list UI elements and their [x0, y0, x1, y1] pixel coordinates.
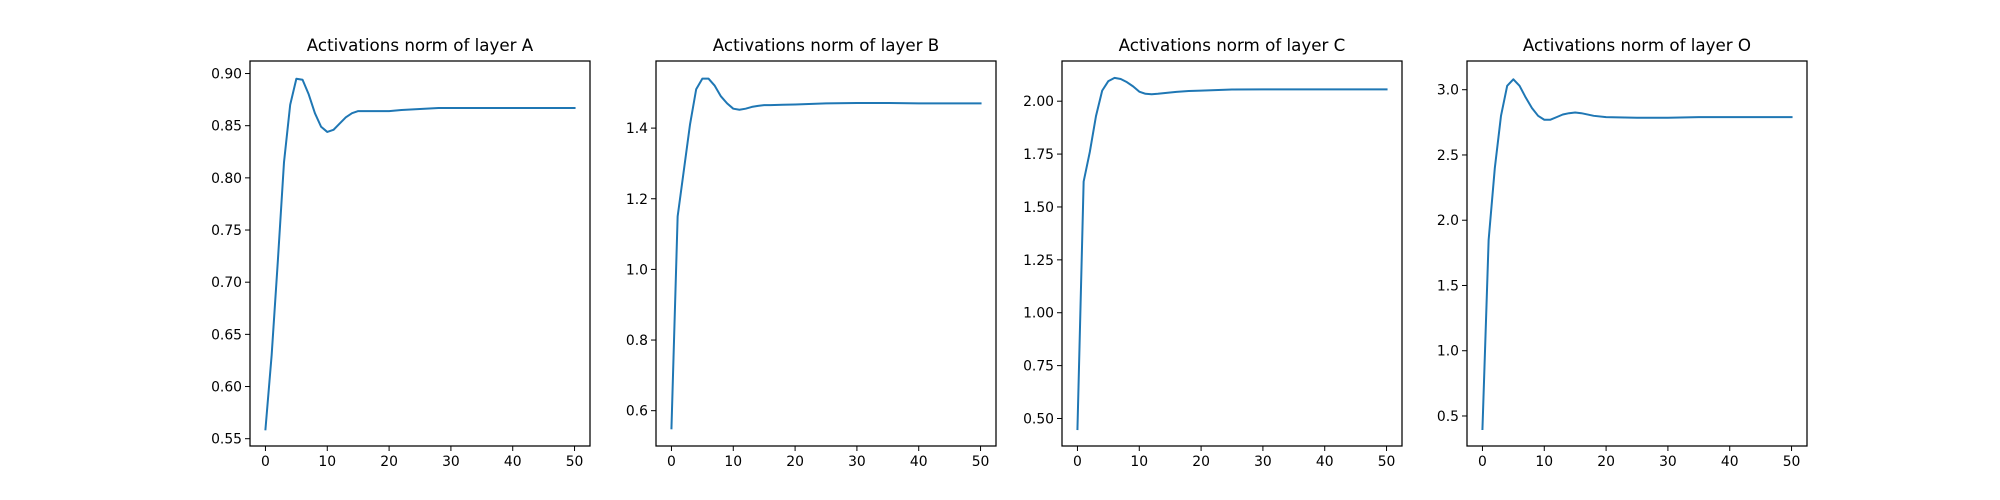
chart-title: Activations norm of layer C	[1119, 35, 1346, 55]
y-tick-label: 1.50	[1023, 200, 1054, 216]
chart-title: Activations norm of layer B	[713, 35, 939, 55]
chart-panel-layer-a: Activations norm of layer A 0 10 20 30 40 50 0…	[211, 35, 591, 470]
y-tick-label: 0.75	[1023, 359, 1054, 375]
axes-frame	[655, 60, 997, 447]
x-tick-label: 40	[504, 454, 522, 470]
y-tick-label: 3.0	[1437, 83, 1459, 99]
chart-panel-layer-b: Activations norm of layer B 0 10 20 30 40 50 0…	[626, 35, 997, 470]
y-tick-label: 2.0	[1437, 213, 1459, 229]
y-tick-label: 0.80	[211, 171, 242, 187]
axes-frame	[1061, 60, 1403, 447]
x-tick-label: 10	[1535, 454, 1553, 470]
y-tick-label: 1.25	[1023, 253, 1054, 269]
y-tick-label: 1.00	[1023, 306, 1054, 322]
x-tick-label: 0	[1478, 454, 1487, 470]
y-tick-label: 1.4	[626, 121, 648, 137]
chart-title: Activations norm of layer O	[1523, 35, 1751, 55]
x-tick-label: 40	[1721, 454, 1739, 470]
x-tick-label: 30	[1254, 454, 1272, 470]
y-tick-label: 0.8	[626, 333, 648, 349]
y-tick-label: 0.75	[211, 223, 242, 239]
series-line	[1481, 78, 1793, 431]
y-tick-label: 0.50	[1023, 412, 1054, 428]
x-tick-label: 40	[910, 454, 928, 470]
y-tick-label: 2.00	[1023, 94, 1054, 110]
chart-panel-layer-o: Activations norm of layer O 0 10 20 30 40 50 0…	[1437, 35, 1808, 470]
x-tick-label: 20	[786, 454, 804, 470]
series-line	[670, 77, 982, 430]
x-tick-label: 10	[724, 454, 742, 470]
y-tick-label: 1.0	[1437, 344, 1459, 360]
y-tick-label: 1.75	[1023, 147, 1054, 163]
series-line	[1076, 76, 1388, 431]
x-tick-label: 0	[1073, 454, 1082, 470]
x-tick-label: 30	[848, 454, 866, 470]
y-tick-label: 0.65	[211, 327, 242, 343]
chart-panel-layer-c: Activations norm of layer C 0 10 20 30 40 50 0…	[1023, 35, 1403, 470]
chart-title: Activations norm of layer A	[307, 35, 534, 55]
x-tick-label: 50	[972, 454, 990, 470]
series-line	[264, 77, 576, 431]
x-tick-label: 0	[667, 454, 676, 470]
y-tick-label: 0.85	[211, 119, 242, 135]
x-tick-label: 30	[442, 454, 460, 470]
y-tick-label: 1.2	[626, 192, 648, 208]
x-tick-label: 50	[1378, 454, 1396, 470]
y-tick-label: 0.6	[626, 404, 648, 420]
y-tick-label: 1.0	[626, 262, 648, 278]
x-tick-label: 40	[1316, 454, 1334, 470]
x-tick-label: 10	[318, 454, 336, 470]
y-tick-label: 0.90	[211, 67, 242, 83]
x-tick-label: 20	[380, 454, 398, 470]
y-tick-label: 1.5	[1437, 278, 1459, 294]
y-tick-label: 0.60	[211, 380, 242, 396]
x-tick-label: 0	[261, 454, 270, 470]
y-tick-label: 2.5	[1437, 148, 1459, 164]
y-tick-label: 0.5	[1437, 409, 1459, 425]
axes-frame	[1466, 60, 1808, 447]
x-tick-label: 20	[1192, 454, 1210, 470]
x-tick-label: 50	[566, 454, 584, 470]
y-tick-label: 0.55	[211, 432, 242, 448]
x-tick-label: 50	[1783, 454, 1801, 470]
x-tick-label: 30	[1659, 454, 1677, 470]
y-tick-label: 0.70	[211, 275, 242, 291]
x-tick-label: 20	[1597, 454, 1615, 470]
axes-frame	[249, 60, 591, 447]
x-tick-label: 10	[1130, 454, 1148, 470]
